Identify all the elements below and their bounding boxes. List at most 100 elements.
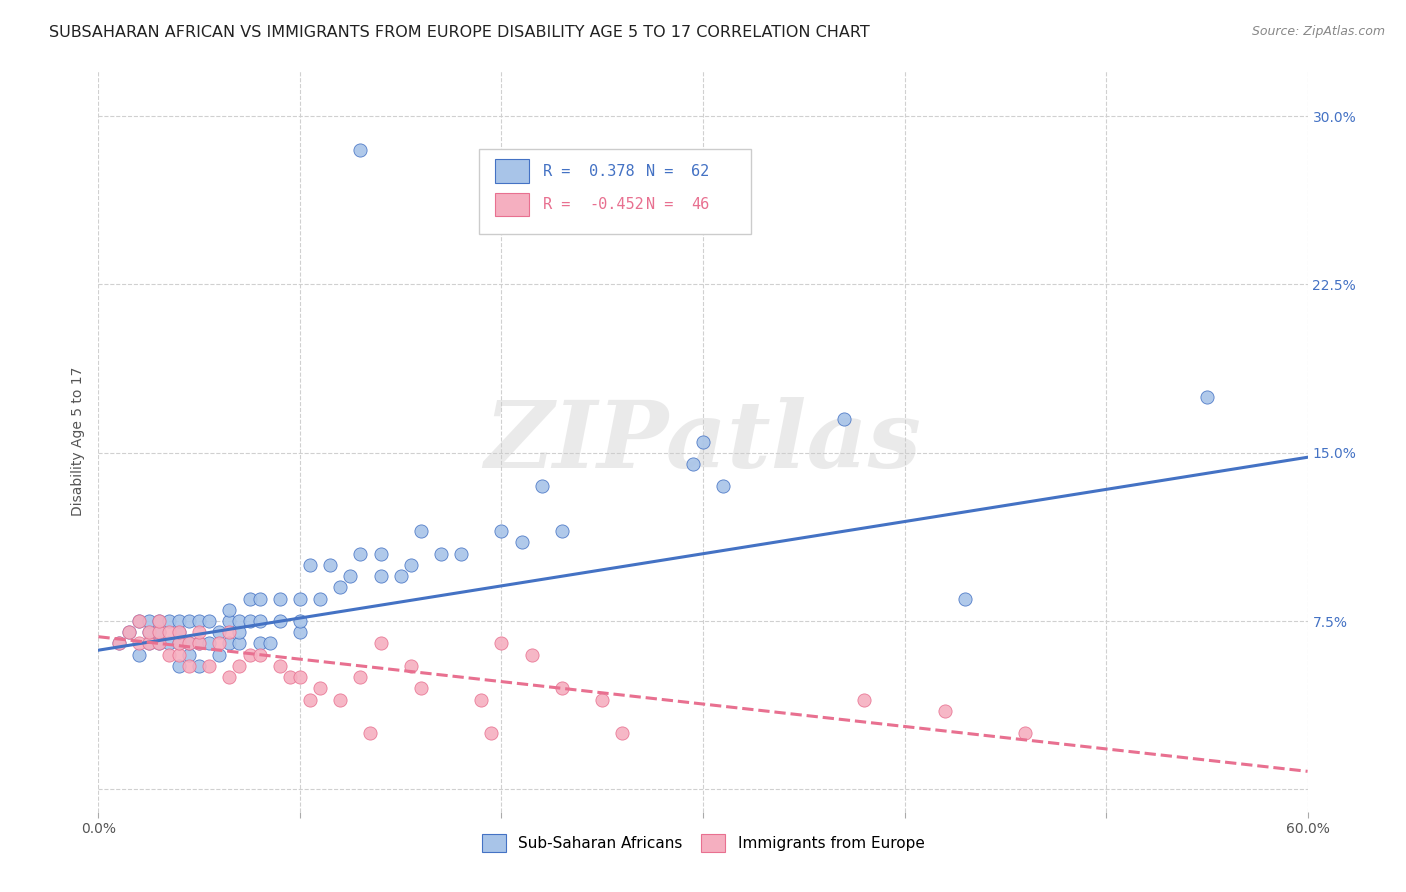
Point <box>399 558 422 572</box>
Point <box>239 591 262 606</box>
Point <box>551 681 574 696</box>
Point <box>491 524 513 539</box>
Point <box>591 692 613 706</box>
Point <box>157 625 180 640</box>
Point <box>179 636 201 650</box>
Point <box>339 569 361 583</box>
Point <box>692 434 714 449</box>
Point <box>409 681 432 696</box>
Point <box>682 457 704 471</box>
Point <box>188 614 211 628</box>
FancyBboxPatch shape <box>495 193 529 217</box>
Point <box>157 648 180 662</box>
Point <box>269 591 291 606</box>
Point <box>399 659 422 673</box>
Legend: Sub-Saharan Africans, Immigrants from Europe: Sub-Saharan Africans, Immigrants from Eu… <box>474 827 932 860</box>
Point <box>612 726 634 740</box>
Point <box>208 625 231 640</box>
Point <box>239 614 262 628</box>
Point <box>218 636 240 650</box>
Point <box>167 636 190 650</box>
Point <box>370 636 392 650</box>
Point <box>157 636 180 650</box>
Point <box>198 636 221 650</box>
Point <box>128 614 150 628</box>
Point <box>349 547 371 561</box>
Point <box>218 625 240 640</box>
Point <box>148 614 170 628</box>
Point <box>249 591 271 606</box>
Text: R =: R = <box>543 164 579 178</box>
Text: 46: 46 <box>690 197 709 212</box>
Point <box>370 547 392 561</box>
Point <box>138 625 160 640</box>
Point <box>551 524 574 539</box>
Point <box>288 625 311 640</box>
Text: N =: N = <box>647 197 683 212</box>
Point <box>167 614 190 628</box>
Point <box>138 614 160 628</box>
Point <box>208 636 231 650</box>
Point <box>188 636 211 650</box>
Point <box>218 614 240 628</box>
Point <box>309 591 332 606</box>
Point <box>128 636 150 650</box>
Point <box>299 558 322 572</box>
Point <box>299 692 322 706</box>
Point <box>148 625 170 640</box>
Text: 62: 62 <box>690 164 709 178</box>
Point <box>370 569 392 583</box>
Point <box>711 479 734 493</box>
Point <box>853 692 876 706</box>
Point <box>208 648 231 662</box>
Point <box>179 648 201 662</box>
Point <box>269 659 291 673</box>
Point <box>218 603 240 617</box>
Point <box>510 535 533 549</box>
Point <box>188 625 211 640</box>
Text: R =: R = <box>543 197 579 212</box>
Point <box>450 547 472 561</box>
Point <box>269 614 291 628</box>
Point <box>953 591 976 606</box>
Point <box>228 636 250 650</box>
Point <box>228 659 250 673</box>
Point <box>309 681 332 696</box>
Point <box>148 614 170 628</box>
Point <box>188 636 211 650</box>
Point <box>148 625 170 640</box>
Point <box>107 636 129 650</box>
Point <box>520 648 543 662</box>
Point <box>409 524 432 539</box>
Point <box>389 569 412 583</box>
Text: ZIPatlas: ZIPatlas <box>485 397 921 486</box>
Point <box>157 614 180 628</box>
Point <box>491 636 513 650</box>
Point <box>128 648 150 662</box>
Point <box>167 625 190 640</box>
Point <box>228 614 250 628</box>
Point <box>167 625 190 640</box>
Point <box>530 479 553 493</box>
FancyBboxPatch shape <box>479 149 751 235</box>
Point <box>349 143 371 157</box>
Text: Source: ZipAtlas.com: Source: ZipAtlas.com <box>1251 25 1385 38</box>
Point <box>259 636 281 650</box>
Point <box>179 614 201 628</box>
Point <box>167 659 190 673</box>
Point <box>481 726 503 740</box>
Point <box>198 659 221 673</box>
Point <box>179 659 201 673</box>
Point <box>329 692 352 706</box>
FancyBboxPatch shape <box>495 160 529 183</box>
Point <box>288 614 311 628</box>
Point <box>1195 390 1218 404</box>
Point <box>430 547 453 561</box>
Text: N =: N = <box>647 164 683 178</box>
Point <box>138 636 160 650</box>
Point <box>278 670 301 684</box>
Point <box>288 670 311 684</box>
Point <box>470 692 492 706</box>
Text: -0.452: -0.452 <box>589 197 644 212</box>
Point <box>1014 726 1036 740</box>
